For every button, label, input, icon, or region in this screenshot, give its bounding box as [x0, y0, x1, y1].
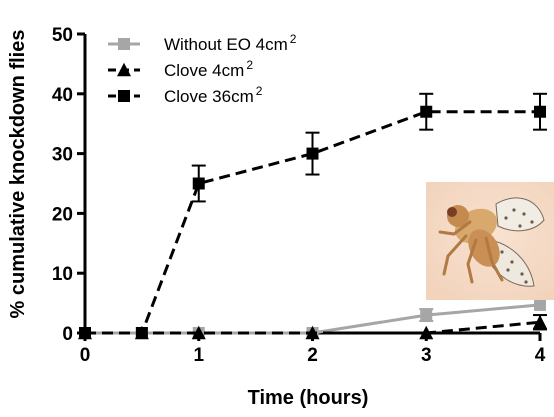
fly-leg-icon — [484, 236, 504, 282]
wing-speck — [500, 250, 504, 254]
legend-label-superscript: 2 — [246, 58, 253, 72]
wing-speck — [530, 220, 534, 224]
wing-speck — [518, 224, 522, 228]
data-point — [533, 314, 547, 329]
data-point — [192, 177, 205, 190]
wing-speck — [522, 212, 526, 216]
legend-entry: Without EO 4cm 2 — [108, 32, 297, 54]
x-tick-label: 1 — [193, 345, 204, 366]
data-point — [534, 298, 546, 311]
legend-entry: Clove 4cm 2 — [108, 58, 253, 80]
series-group — [78, 92, 547, 340]
series-line — [85, 110, 540, 335]
legend-entry: Clove 36cm 2 — [108, 84, 263, 106]
y-tick-label: 0 — [62, 324, 73, 345]
legend-label: Clove 4cm 2 — [164, 58, 253, 80]
y-tick-label: 20 — [52, 204, 73, 225]
wing-speck — [512, 208, 516, 212]
legend: Without EO 4cm 2 Clove 4cm 2 Clove 36cm 2 — [108, 32, 297, 106]
x-tick-label: 3 — [421, 345, 432, 366]
x-tick-label: 0 — [80, 345, 91, 366]
data-point — [534, 105, 546, 118]
y-tick-label: 30 — [52, 145, 73, 166]
series-line — [85, 320, 541, 335]
x-axis-label: Time (hours) — [248, 387, 369, 409]
wing-speck — [520, 272, 524, 276]
y-tick-label: 40 — [52, 85, 73, 106]
x-tick-label: 4 — [535, 345, 546, 366]
legend-label-superscript: 2 — [290, 32, 297, 46]
x-tick-label: 2 — [307, 345, 318, 366]
fly-eye-icon — [447, 207, 457, 217]
fly-icon — [438, 197, 545, 287]
data-point — [79, 327, 91, 339]
data-point — [306, 147, 319, 160]
legend-label: Clove 36cm 2 — [164, 84, 263, 106]
fly-leg-icon — [466, 238, 478, 284]
y-tick-label: 50 — [52, 25, 73, 46]
wing-speck — [506, 268, 510, 272]
data-point — [191, 325, 206, 340]
data-point — [135, 327, 148, 339]
legend-label-superscript: 2 — [256, 84, 263, 98]
fly-leg-icon — [438, 220, 472, 236]
y-tick-label: 10 — [52, 264, 73, 285]
wing-speck — [510, 260, 514, 264]
data-point — [305, 325, 320, 340]
data-point — [420, 105, 433, 118]
legend-marker — [118, 38, 130, 50]
fly-leg-icon — [442, 234, 468, 276]
wing-speck — [504, 216, 508, 220]
legend-label: Without EO 4cm 2 — [164, 32, 297, 54]
y-axis-label: % cumulative knockdown flies — [7, 30, 29, 319]
inset-photo — [426, 182, 554, 300]
legend-marker — [118, 90, 130, 102]
legend-marker — [117, 62, 131, 77]
data-point — [419, 325, 434, 340]
wing-speck — [524, 280, 528, 284]
data-point — [420, 309, 433, 322]
series-2 — [79, 92, 547, 339]
